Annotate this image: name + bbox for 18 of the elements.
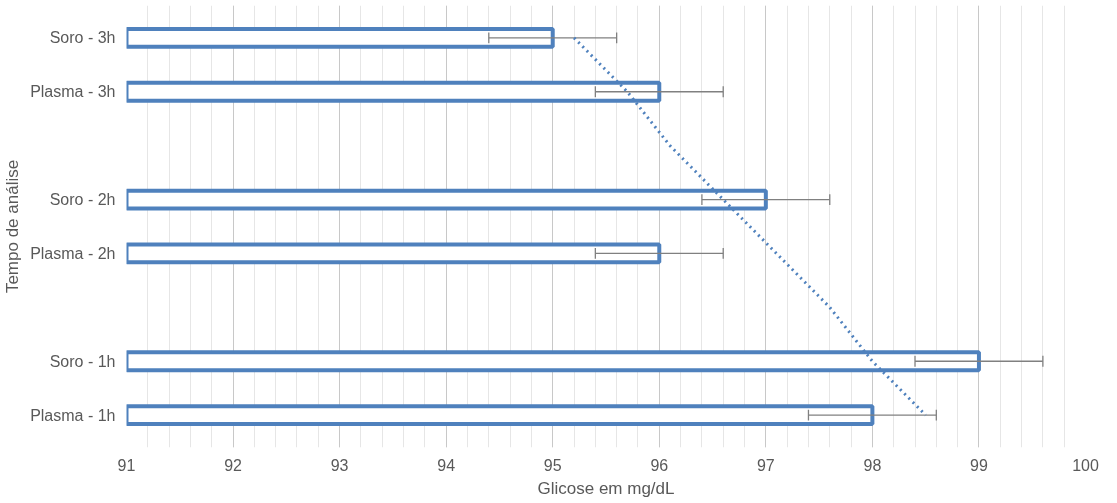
- y-tick-label: Soro - 2h: [49, 191, 116, 209]
- x-tick-label: 95: [543, 456, 562, 474]
- x-tick-label: 96: [650, 456, 669, 474]
- x-tick-label: 91: [117, 456, 136, 474]
- x-tick-label: 98: [863, 456, 882, 474]
- x-tick-label: 99: [970, 456, 988, 474]
- x-tick-label: 93: [330, 456, 349, 474]
- x-tick-label: 92: [224, 456, 243, 474]
- y-axis-title: Tempo de análise: [3, 159, 23, 294]
- x-tick-label: 94: [437, 456, 456, 474]
- x-axis-title: Glicose em mg/dL: [537, 478, 675, 498]
- y-tick-label: Plasma - 3h: [30, 83, 116, 101]
- y-tick-label: Soro - 3h: [49, 29, 116, 47]
- x-tick-label: 97: [756, 456, 775, 474]
- y-tick-label: Plasma - 1h: [30, 406, 116, 424]
- y-tick-label: Soro - 1h: [49, 352, 116, 370]
- x-tick-label: 100: [1072, 456, 1099, 474]
- y-tick-label: Plasma - 2h: [30, 244, 116, 262]
